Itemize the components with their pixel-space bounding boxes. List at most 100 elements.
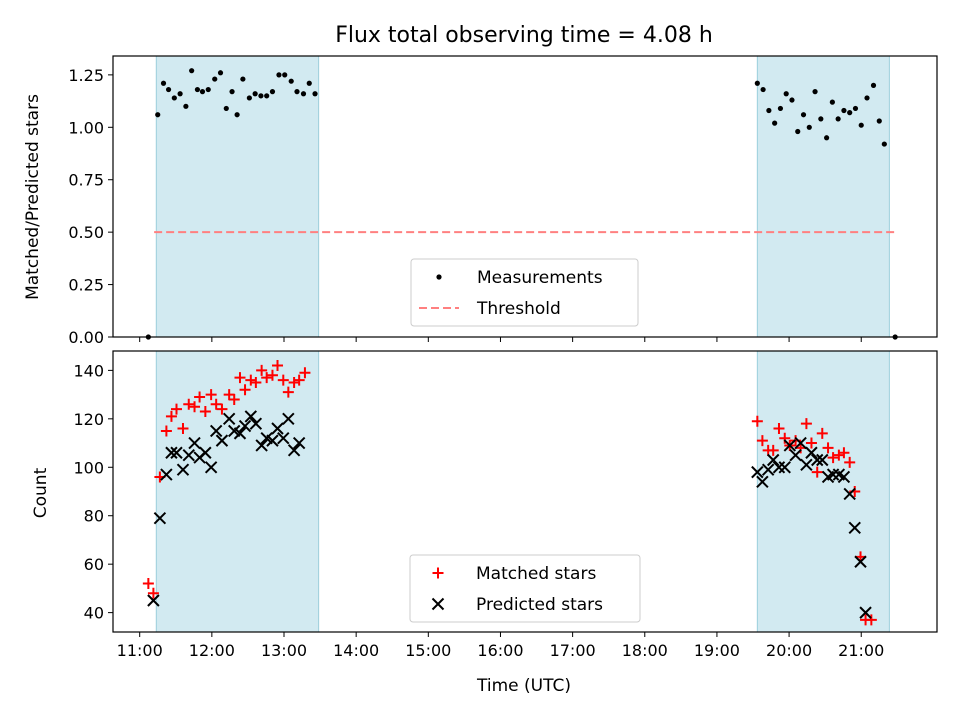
y-tick-label: 0.50 — [68, 223, 104, 242]
matched-star-point — [833, 449, 845, 461]
measurement-point — [155, 112, 161, 118]
predicted-star-point — [800, 458, 813, 472]
plot-layer: 0.00 0.25 0.50 0.75 1.00 1.25 Measurements Thre… — [68, 55, 938, 660]
legend-box — [410, 258, 639, 327]
x-tick-label: 16:00 — [477, 641, 523, 660]
axes-frame — [112, 350, 938, 633]
x-tick-label: 11:00 — [117, 641, 163, 660]
matched-star-point — [751, 415, 763, 427]
top-y-axis-label: Matched/Predicted stars — [23, 94, 43, 300]
matched-star-point — [272, 360, 284, 372]
matched-star-point — [299, 367, 311, 379]
y-tick-label: 140 — [73, 361, 104, 380]
predicted-star-point — [778, 461, 791, 474]
x-tick-label: 12:00 — [189, 641, 235, 660]
matched-star-point — [288, 376, 300, 388]
measurement-point — [824, 135, 830, 141]
predicted-star-point — [761, 463, 775, 476]
measurement-point — [847, 110, 853, 116]
predicted-star-point — [783, 439, 797, 452]
predicted-star-point — [271, 422, 284, 435]
y-tick-label: 80 — [84, 507, 104, 526]
measurement-point — [789, 97, 795, 103]
measurement-point — [800, 112, 807, 118]
measurement-point — [829, 99, 835, 105]
predicted-star-point — [789, 448, 802, 462]
measurement-point — [835, 116, 841, 122]
x-tick-label: 14:00 — [333, 641, 379, 660]
measurement-point — [234, 112, 240, 118]
legend: Matched stars Predicted stars — [409, 554, 641, 623]
matched-star-point — [293, 374, 305, 386]
measurement-point — [795, 128, 801, 135]
observing-window-band — [757, 56, 890, 337]
predicted-star-point — [277, 431, 290, 445]
predicted-star-point — [816, 453, 829, 467]
measurement-point — [160, 80, 167, 86]
measurement-point — [194, 86, 201, 93]
matched-star-point — [261, 372, 273, 384]
measurement-point — [240, 76, 246, 82]
x-tick-label: 18:00 — [622, 641, 668, 660]
matched-star-point — [245, 374, 257, 386]
matched-star-point — [223, 389, 235, 401]
measurement-point — [276, 72, 282, 78]
matched-star-point — [827, 452, 839, 464]
measurement-point — [294, 89, 300, 95]
matched-star-point — [228, 393, 240, 405]
bottom-y-axis-label: Count — [31, 467, 51, 518]
legend-label: Measurements — [477, 268, 603, 288]
predicted-star-point — [249, 417, 263, 430]
measurement-point — [252, 91, 258, 97]
predicted-star-point — [176, 463, 190, 476]
x-tick-label: 15:00 — [405, 641, 451, 660]
predicted-star-point — [170, 446, 183, 459]
matched-star-point — [266, 369, 278, 381]
measurement-point — [783, 91, 789, 97]
matched-star-point — [210, 398, 222, 410]
matched-star-point — [811, 466, 823, 478]
x-tick-label: 19:00 — [694, 641, 740, 660]
y-tick-label: 60 — [84, 555, 104, 574]
predicted-star-point — [244, 410, 258, 423]
y-tick-label: 0.00 — [68, 328, 104, 347]
legend-label: Predicted stars — [476, 595, 603, 615]
measurement-point — [258, 93, 264, 99]
y-tick-label: 100 — [73, 458, 104, 477]
legend-box — [409, 554, 641, 623]
measurement-point — [881, 141, 887, 147]
panel-0: 0.00 0.25 0.50 0.75 1.00 1.25 Measurements Thre… — [68, 55, 938, 347]
x-axis-label: Time (UTC) — [476, 676, 571, 696]
matched-star-point — [170, 403, 182, 415]
legend: Measurements Threshold — [410, 258, 639, 327]
matched-star-point — [239, 384, 251, 396]
measurement-point — [229, 89, 235, 95]
measurement-point — [205, 86, 211, 93]
measurement-point — [312, 91, 318, 97]
measurement-point — [183, 103, 189, 109]
matched-star-point — [250, 376, 262, 388]
matched-star-point — [142, 578, 154, 590]
measurement-point — [165, 86, 172, 93]
predicted-star-point — [165, 446, 178, 459]
predicted-star-point — [209, 424, 223, 438]
measurement-point — [864, 95, 870, 101]
predicted-star-point — [282, 412, 295, 426]
predicted-star-point — [811, 453, 824, 467]
matched-star-point — [194, 391, 206, 403]
x-tick-label: 21:00 — [838, 641, 884, 660]
measurement-point — [189, 68, 195, 74]
matched-star-point — [189, 401, 201, 413]
matched-star-point — [805, 437, 817, 449]
matched-star-point — [282, 386, 294, 398]
predicted-star-point — [233, 427, 247, 440]
matched-star-point — [844, 456, 856, 468]
matched-star-point — [234, 372, 246, 384]
measurement-point — [766, 107, 772, 114]
measurement-point — [876, 118, 882, 124]
predicted-star-point — [767, 453, 780, 467]
measurement-point — [841, 107, 847, 114]
predicted-star-point — [751, 465, 764, 479]
measurement-point — [223, 105, 229, 112]
